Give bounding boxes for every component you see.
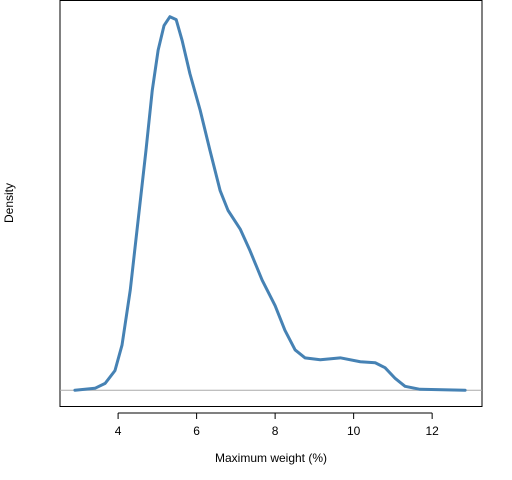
x-axis-label: Maximum weight (%) <box>215 451 327 465</box>
density-line <box>73 15 467 392</box>
x-tick-label: 4 <box>115 424 122 438</box>
plot-frame <box>59 0 483 407</box>
x-tick-label: 10 <box>347 424 361 438</box>
y-axis-label: Density <box>2 183 16 223</box>
x-tick-label: 6 <box>193 424 200 438</box>
x-tick-label: 8 <box>272 424 279 438</box>
x-tick-label: 12 <box>425 424 439 438</box>
